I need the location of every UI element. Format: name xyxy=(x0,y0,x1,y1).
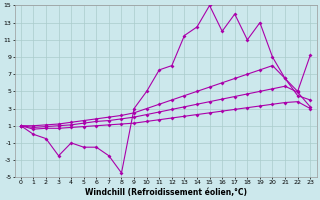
X-axis label: Windchill (Refroidissement éolien,°C): Windchill (Refroidissement éolien,°C) xyxy=(84,188,246,197)
